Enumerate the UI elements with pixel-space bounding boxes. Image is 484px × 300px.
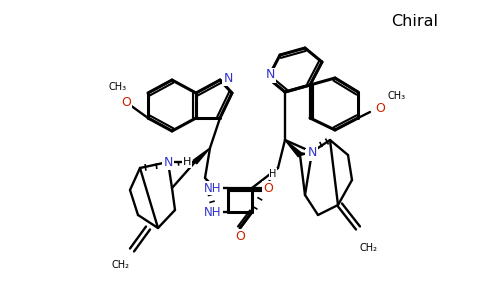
Text: O: O (235, 230, 245, 242)
Text: O: O (121, 95, 131, 109)
Text: N: N (265, 68, 275, 82)
Text: CH₃: CH₃ (388, 91, 406, 101)
Text: NH: NH (204, 182, 222, 194)
Text: CH₃: CH₃ (109, 82, 127, 92)
Text: N: N (223, 71, 233, 85)
Polygon shape (193, 148, 210, 164)
Text: N: N (163, 155, 173, 169)
Text: NH: NH (204, 206, 222, 218)
Text: CH₂: CH₂ (111, 260, 129, 270)
Text: O: O (375, 101, 385, 115)
Text: CH₂: CH₂ (359, 243, 377, 253)
Text: H: H (269, 169, 277, 179)
Text: H: H (183, 157, 191, 167)
Polygon shape (285, 140, 302, 157)
Text: H: H (306, 150, 314, 160)
Text: N: N (307, 146, 317, 158)
Text: O: O (263, 182, 273, 194)
Text: Chiral: Chiral (392, 14, 439, 29)
